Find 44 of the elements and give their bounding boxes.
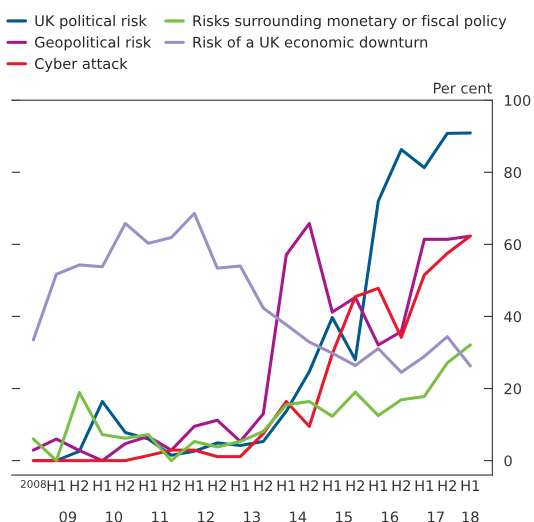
- x-tick-label: H1: [140, 480, 158, 491]
- x-tick-label: H1: [324, 480, 342, 491]
- x-tick-label: H2: [70, 480, 88, 491]
- y-tick-label: 20: [504, 383, 522, 394]
- text: 11: [152, 512, 168, 522]
- text: 13: [244, 511, 260, 522]
- y-tick-label: 100: [505, 94, 530, 106]
- x-tick-label: H1: [186, 480, 204, 491]
- text: 09: [60, 511, 76, 522]
- x-tick-label: H1: [462, 480, 480, 491]
- legend-label: Cyber attack: [35, 58, 128, 72]
- text: 15: [336, 512, 352, 522]
- text: 16: [382, 511, 398, 522]
- x-tick-label: H2: [300, 480, 318, 491]
- x-tick-label: H1: [416, 480, 434, 491]
- x-tick-label: 2008: [20, 480, 46, 488]
- line-series: [32, 212, 472, 374]
- x-tick-label: H2: [162, 480, 180, 491]
- x-tick-label: H2: [208, 480, 226, 491]
- legend-label: Geopolitical risk: [35, 36, 152, 50]
- y-tick-label: 60: [504, 239, 522, 250]
- legend-label: UK political risk: [35, 14, 147, 30]
- x-tick-label: H1: [94, 480, 112, 491]
- x-tick-label: H2: [346, 480, 364, 491]
- text: 18: [462, 511, 479, 522]
- text: 10: [106, 511, 122, 522]
- y-tick-label: 40: [504, 311, 522, 322]
- text: 12: [198, 511, 214, 522]
- x-tick-label: H2: [254, 480, 272, 491]
- line-series: [32, 343, 472, 462]
- y-tick-label: 0: [504, 455, 512, 466]
- x-tick-label: H1: [232, 480, 250, 491]
- legend-label: Risk of a UK economic downturn: [193, 36, 428, 48]
- legend-label: Risks surrounding monetary or fiscal policy: [193, 14, 506, 30]
- x-tick-label: H2: [438, 480, 456, 491]
- x-tick-label: H1: [370, 480, 388, 491]
- x-tick-label: H2: [116, 480, 134, 491]
- y-axis-title: Per cent: [434, 82, 492, 94]
- x-tick-label: H2: [392, 480, 410, 491]
- text: 14: [290, 512, 306, 522]
- x-tick-label: H1: [48, 480, 66, 491]
- y-tick-label: 80: [504, 167, 522, 178]
- text: 17: [428, 512, 444, 522]
- x-tick-label: H1: [278, 480, 296, 491]
